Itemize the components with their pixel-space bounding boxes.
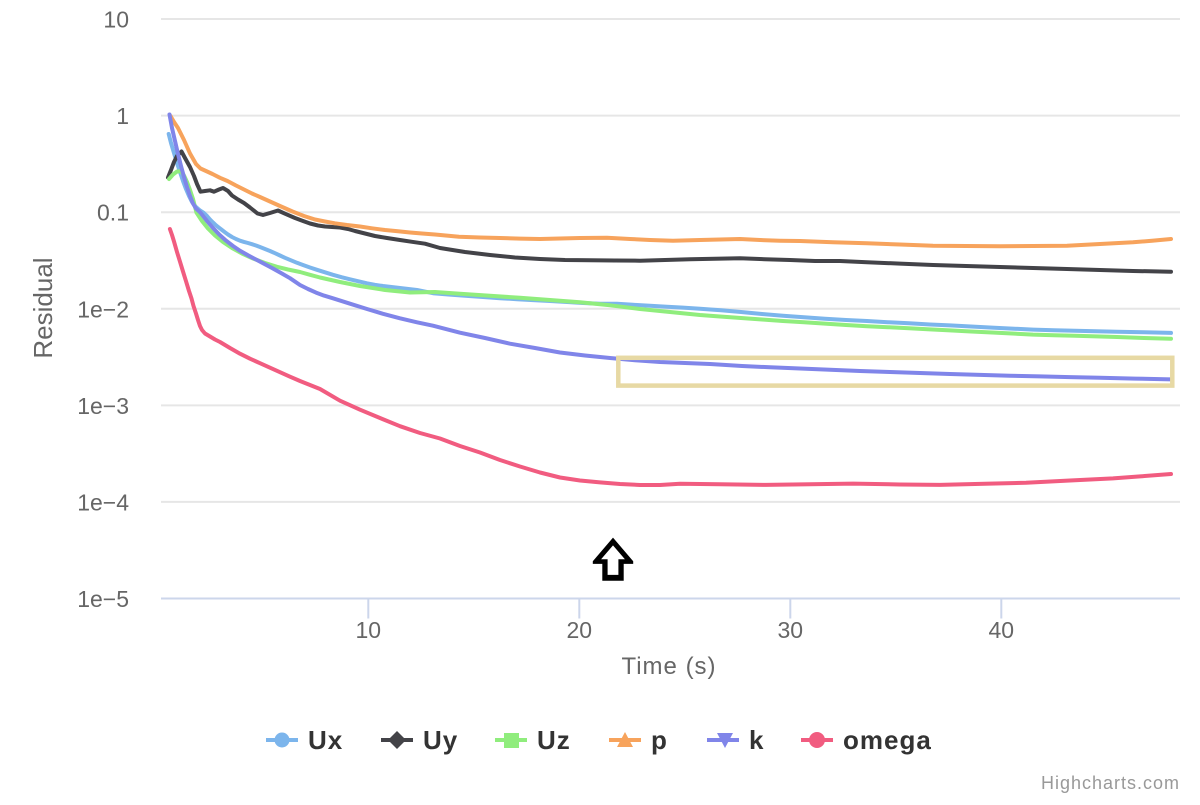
svg-text:Time (s): Time (s) [621, 653, 716, 680]
svg-text:Highcharts.com: Highcharts.com [1041, 773, 1180, 793]
svg-text:Ux: Ux [308, 725, 343, 755]
svg-text:p: p [651, 725, 668, 755]
svg-text:1e−4: 1e−4 [77, 489, 129, 515]
svg-text:1: 1 [116, 103, 129, 129]
svg-text:1e−2: 1e−2 [77, 296, 129, 322]
svg-text:20: 20 [567, 617, 593, 643]
svg-text:1e−3: 1e−3 [77, 393, 129, 419]
svg-text:10: 10 [356, 617, 382, 643]
svg-text:30: 30 [778, 617, 804, 643]
svg-text:Uy: Uy [423, 725, 458, 755]
svg-text:10: 10 [103, 7, 129, 33]
svg-text:Residual: Residual [28, 257, 58, 358]
svg-text:1e−5: 1e−5 [77, 586, 129, 612]
svg-text:Uz: Uz [537, 725, 571, 755]
svg-text:omega: omega [843, 725, 932, 755]
svg-text:40: 40 [989, 617, 1015, 643]
svg-text:0.1: 0.1 [97, 200, 129, 226]
svg-text:k: k [749, 725, 764, 755]
